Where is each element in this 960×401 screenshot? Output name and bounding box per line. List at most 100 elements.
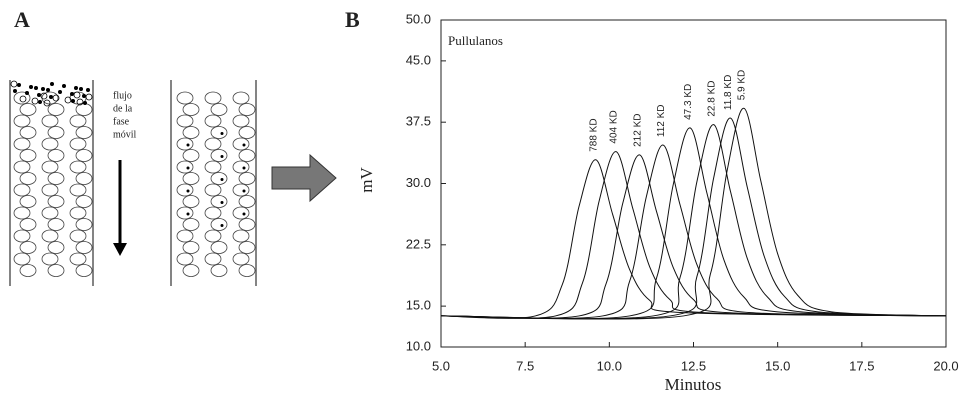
solute-dot [186,143,190,147]
particle [69,160,87,174]
particle [182,126,200,139]
peak-label: 788 KD [589,118,600,151]
peak-label: 404 KD [609,110,620,143]
flow-text: fase [113,116,130,127]
flow-arrow-head [113,243,127,256]
particle [204,114,222,128]
particle [204,252,222,266]
solute-dot [242,166,246,170]
sample-dot [86,88,91,93]
particle [41,252,59,266]
particle [19,149,37,162]
particle [204,229,222,243]
particle [182,264,200,277]
particle [204,183,222,197]
particle [176,252,194,266]
sample-dot [50,82,55,87]
particle [182,172,200,185]
sample-dot [76,98,84,106]
sample-dot [38,100,43,105]
particle [13,183,31,197]
particle [232,114,250,128]
particle [176,91,194,105]
sample-dot [62,84,67,89]
particle [232,206,250,220]
particle [47,103,65,116]
chromatogram-line [440,127,947,320]
particle [13,114,31,128]
particle [238,149,256,162]
solute-dot [220,224,224,227]
sample-dot [49,95,54,100]
particle [238,172,256,185]
sample-dot [34,86,39,91]
x-tick-label: 12.5 [681,358,706,373]
sample-dot [64,96,72,104]
solute-dot [220,201,224,204]
y-axis-title: mV [357,167,376,193]
particle [41,183,59,197]
particle [13,252,31,266]
solute-dot [220,178,224,181]
sample-dot [71,99,76,104]
particle [41,160,59,174]
particle [13,160,31,174]
y-tick-label: 22.5 [406,236,431,251]
particle [41,114,59,128]
solute-dot [220,155,224,158]
peak-label: 47.3 KD [683,84,694,120]
solute-dot [186,189,190,193]
particle [41,137,59,151]
y-tick-label: 37.5 [406,114,431,129]
sample-dot [10,80,18,88]
particle [69,114,87,128]
sample-dot [82,94,87,99]
x-tick-label: 5.0 [432,358,450,373]
particle [182,103,200,116]
particle [210,172,228,185]
particle [182,195,200,208]
particle [75,126,93,139]
sample-dot [28,85,33,90]
y-tick-label: 50.0 [406,11,431,26]
particle [19,172,37,185]
flow-text: flujo [113,90,132,101]
chromatogram-line [440,117,947,320]
particle [69,183,87,197]
particle [47,195,65,208]
annotation: Pullulanos [448,33,503,48]
plot-area: 10.0 15.0 22.5 30.0 37.5 45.0 50.0 5.0 7.5 10.0 12… [406,11,959,373]
particle [176,183,194,197]
particle [232,183,250,197]
sample-dot [74,86,79,91]
particle [19,103,37,116]
particle [47,126,65,139]
particle [238,195,256,208]
solute-dot [186,166,190,170]
x-tick-label: 17.5 [849,358,874,373]
solute-dot [242,189,246,193]
flow-text: móvil [113,129,137,140]
plot-frame [440,19,947,348]
particle [238,241,256,254]
particle [232,160,250,174]
peak-label: 5.9 KD [737,70,748,101]
particle [232,137,250,151]
particle [210,126,228,139]
y-tick-label: 10.0 [406,338,431,353]
sample-dot [70,92,75,97]
particle [204,137,222,151]
solute-dot [242,212,246,216]
particle [210,103,228,116]
sample-dot [16,83,21,88]
particle [69,137,87,151]
particle [176,160,194,174]
particle [19,264,37,277]
solute-dot [242,143,246,147]
sample-dot [24,91,29,96]
sample-dot [83,101,88,106]
particle [19,218,37,231]
particle [75,149,93,162]
particle [47,172,65,185]
